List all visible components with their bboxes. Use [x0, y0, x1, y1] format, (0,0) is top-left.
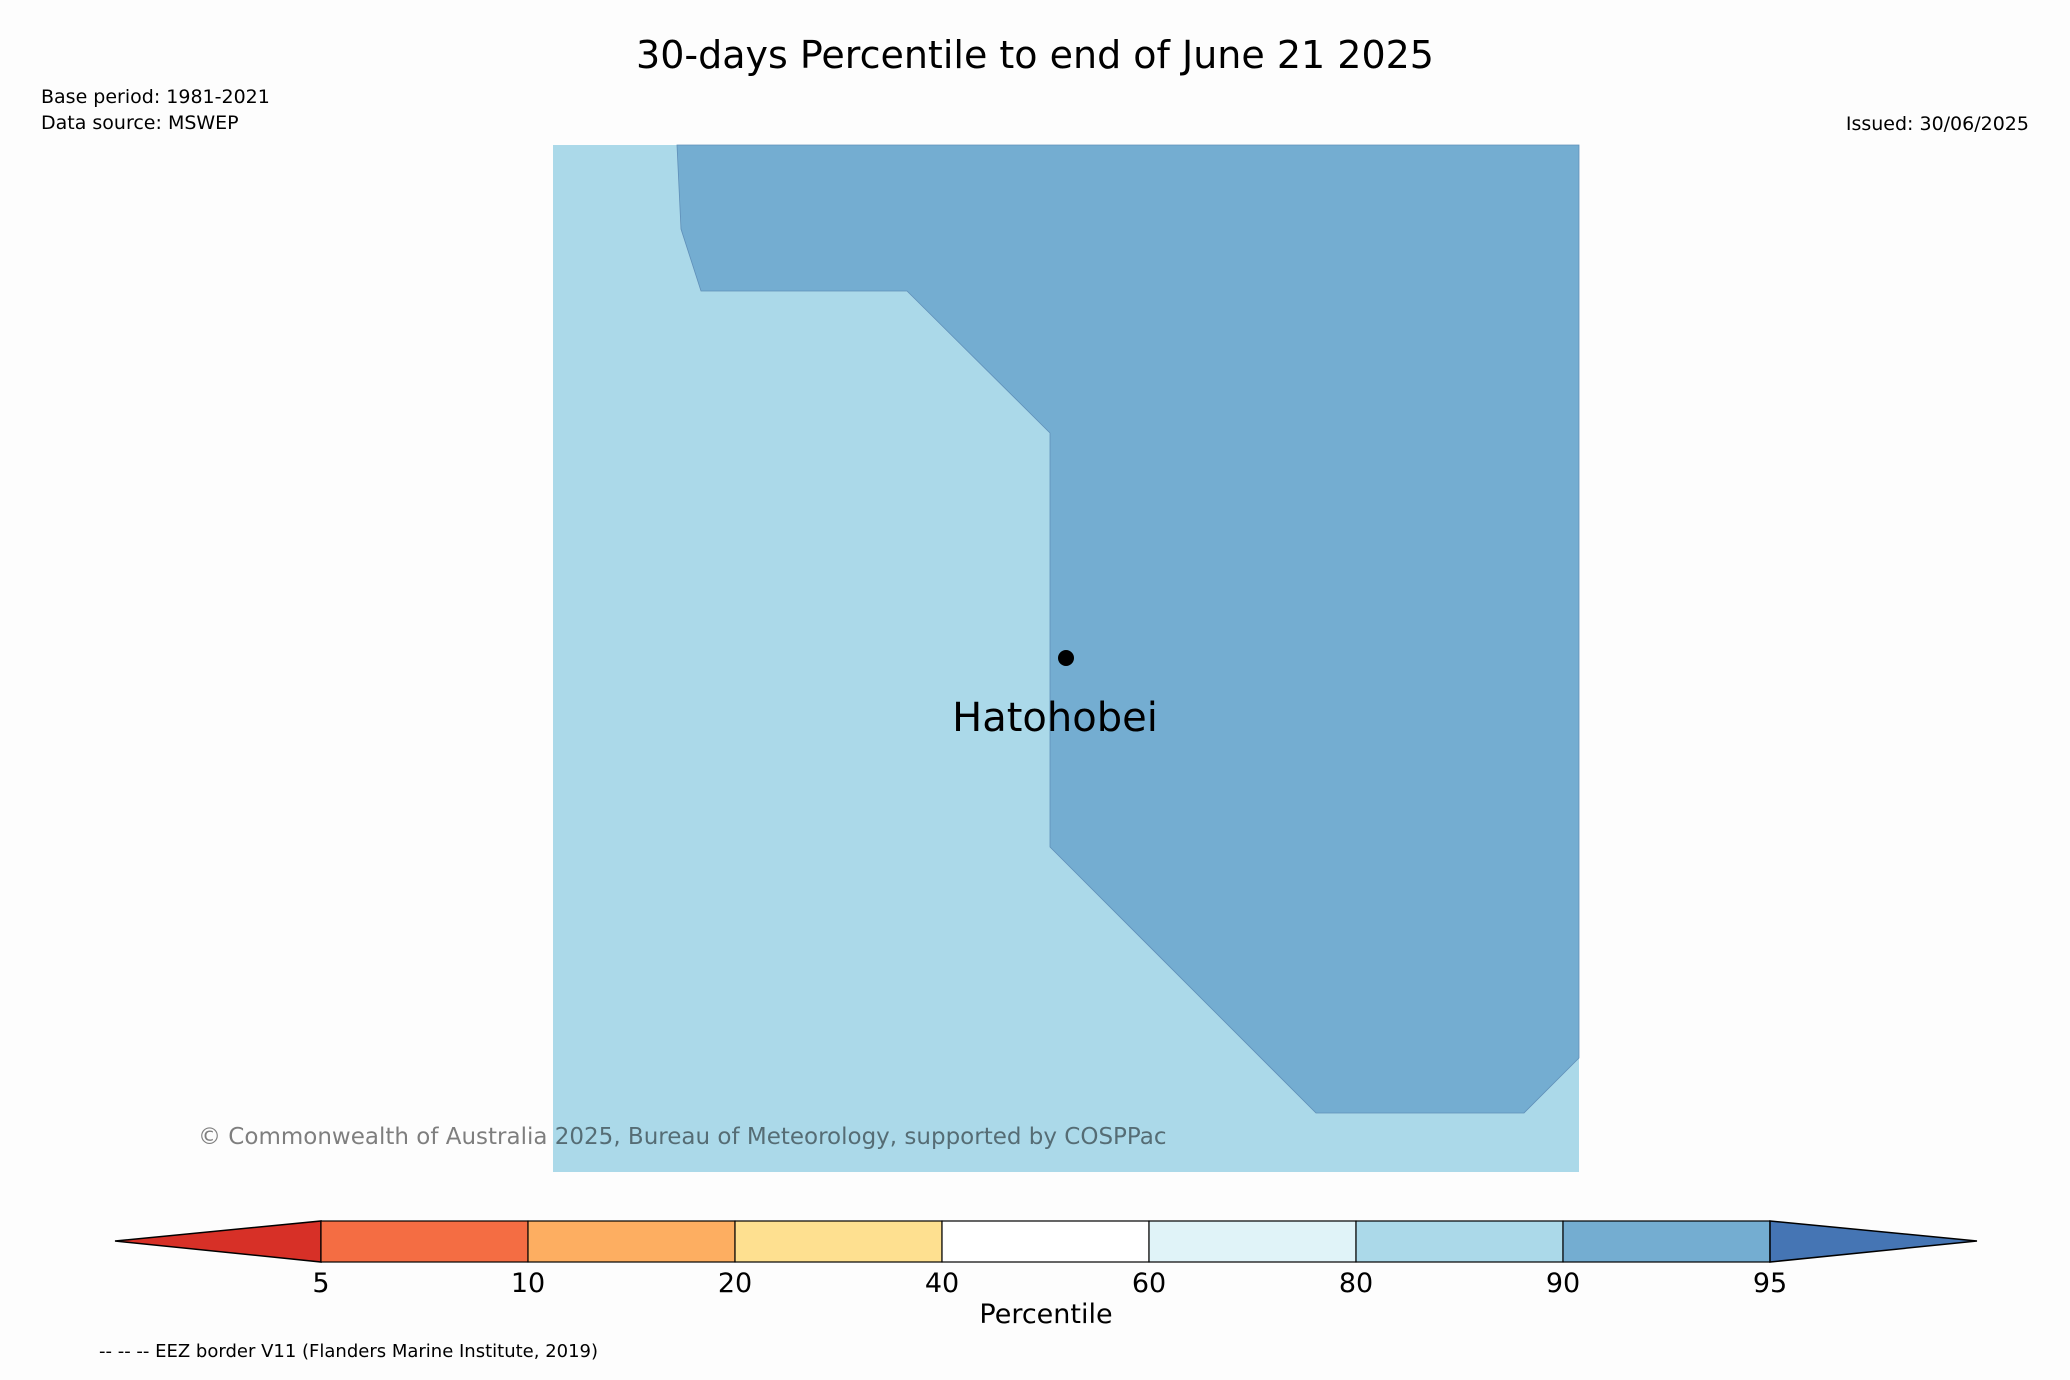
- colorbar-extend-high: [1769, 1220, 1978, 1263]
- base-period: Base period: 1981-2021: [41, 86, 270, 108]
- data-source: Data source: MSWEP: [41, 112, 239, 134]
- copyright-text: © Commonwealth of Australia 2025, Bureau…: [198, 1124, 1167, 1150]
- colorbar-tick-label: 95: [1753, 1268, 1787, 1299]
- colorbar-segment-5-10: [320, 1220, 529, 1263]
- colorbar-segment-80-90: [1355, 1220, 1564, 1263]
- map-panel: Hatohobei © Commonwealth of Australia 20…: [198, 144, 1580, 1172]
- location-label: Hatohobei: [952, 695, 1158, 741]
- issued-date: Issued: 30/06/2025: [1845, 113, 2029, 135]
- colorbar-segment-90-95: [1562, 1220, 1771, 1263]
- colorbar-tick-label: 5: [312, 1268, 329, 1299]
- eez-footnote: -- -- -- EEZ border V11 (Flanders Marine…: [99, 1341, 599, 1362]
- colorbar-segment-60-80: [1148, 1220, 1357, 1263]
- colorbar-segment-20-40: [734, 1220, 943, 1263]
- map-title: 30-days Percentile to end of June 21 202…: [636, 33, 1434, 77]
- location-marker: [1058, 650, 1074, 666]
- colorbar-tick-label: 90: [1546, 1268, 1580, 1299]
- colorbar-tick-label: 80: [1339, 1268, 1373, 1299]
- colorbar-tick-label: 20: [718, 1268, 752, 1299]
- colorbar: 5 10 20 40 60 80 90 95 Percentile: [114, 1220, 1978, 1330]
- colorbar-segment-10-20: [527, 1220, 736, 1263]
- colorbar-tick-label: 60: [1132, 1268, 1166, 1299]
- colorbar-tick-label: 40: [925, 1268, 959, 1299]
- colorbar-tick-label: 10: [511, 1268, 545, 1299]
- percentile-region-90-95: [676, 144, 1580, 1114]
- colorbar-segment-40-60: [941, 1220, 1150, 1263]
- colorbar-extend-low: [114, 1220, 322, 1263]
- metadata-left: Base period: 1981-2021 Data source: MSWE…: [41, 84, 270, 136]
- colorbar-label: Percentile: [979, 1299, 1112, 1330]
